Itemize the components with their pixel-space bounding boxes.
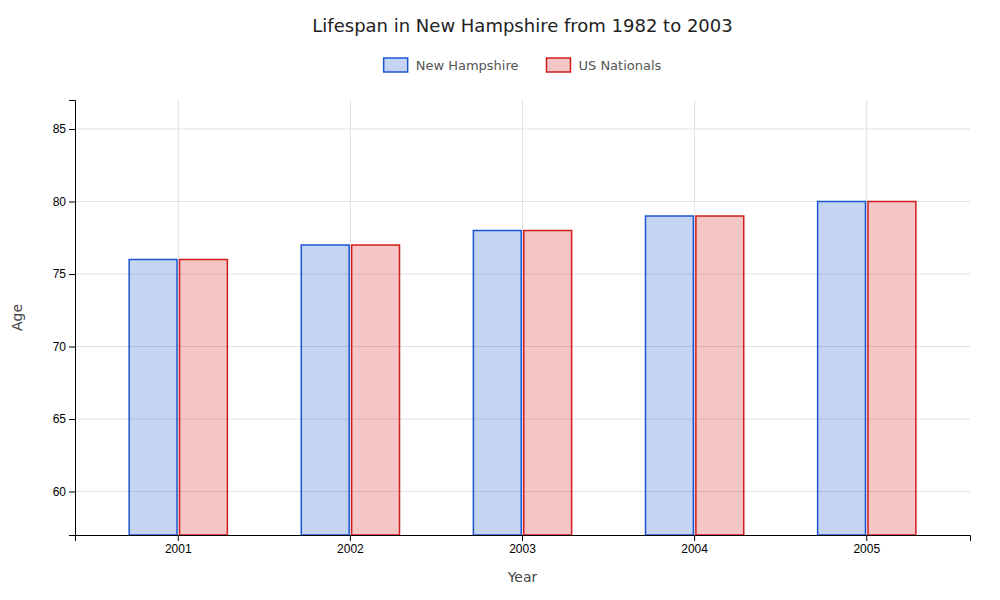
bar [818, 202, 866, 536]
legend-item: US Nationals [546, 58, 661, 73]
chart: 60 65 70 75 80 85 2001 2002 2003 2004 2005 Year Age L… [0, 0, 1000, 600]
legend-swatch [546, 58, 570, 72]
x-axis: 2001 2002 2003 2004 2005 [76, 535, 971, 556]
bar [301, 245, 349, 535]
x-tick: 2004 [681, 535, 708, 556]
bar [352, 245, 400, 535]
y-tick-label: 65 [53, 412, 67, 426]
bar [473, 231, 521, 536]
bar [696, 216, 744, 535]
bar [129, 260, 177, 536]
y-tick-label: 70 [53, 340, 67, 354]
legend-swatch [384, 58, 408, 72]
x-grid-line [694, 100, 695, 535]
x-tick: 2005 [853, 535, 880, 556]
y-tick-label: 85 [53, 122, 67, 136]
x-tick: 2001 [165, 535, 192, 556]
y-tick-label: 60 [53, 485, 67, 499]
y-tick-mark [69, 419, 75, 420]
bar [524, 231, 572, 536]
x-grid-line [866, 100, 867, 535]
y-axis: 60 65 70 75 80 85 [53, 101, 76, 536]
bar [645, 216, 693, 535]
bar [868, 202, 916, 536]
y-tick-mark [69, 492, 75, 493]
y-tick-label: 75 [53, 267, 67, 281]
x-tick: 2002 [337, 535, 364, 556]
y-tick: 75 [53, 267, 75, 281]
x-tick-label: 2004 [681, 542, 708, 556]
legend-label: US Nationals [578, 58, 661, 73]
y-tick: 80 [53, 195, 75, 209]
bar-series [180, 202, 916, 536]
y-tick-mark [69, 347, 75, 348]
legend-item: New Hampshire [384, 58, 519, 73]
plot: 60 65 70 75 80 85 2001 2002 2003 2004 2005 [53, 100, 971, 556]
bar-series [129, 202, 865, 536]
x-tick-mark [522, 535, 523, 541]
legend-label: New Hampshire [416, 58, 519, 73]
bars [129, 202, 916, 536]
bar [180, 260, 228, 536]
y-tick-mark [69, 202, 75, 203]
y-tick-label: 80 [53, 195, 67, 209]
x-tick-mark [694, 535, 695, 541]
x-tick: 2003 [509, 535, 536, 556]
x-tick-label: 2005 [853, 542, 880, 556]
y-tick-mark [69, 274, 75, 275]
y-axis-line [69, 101, 76, 536]
x-tick-label: 2002 [337, 542, 364, 556]
y-tick: 85 [53, 122, 75, 136]
x-grid-line [522, 100, 523, 535]
x-axis-title: Year [507, 569, 538, 585]
x-tick-mark [178, 535, 179, 541]
y-tick: 60 [53, 485, 75, 499]
x-tick-mark [866, 535, 867, 541]
x-axis-line [76, 536, 971, 542]
title: Lifespan in New Hampshire from 1982 to 2… [312, 15, 732, 36]
x-tick-label: 2001 [165, 542, 192, 556]
x-grid-line [350, 100, 351, 535]
x-tick-label: 2003 [509, 542, 536, 556]
y-tick-mark [69, 129, 75, 130]
y-axis-title: Age [9, 304, 25, 331]
y-tick: 65 [53, 412, 75, 426]
legend: New Hampshire US Nationals [384, 58, 662, 73]
y-tick: 70 [53, 340, 75, 354]
x-grid-line [178, 100, 179, 535]
x-tick-mark [350, 535, 351, 541]
grid [75, 100, 970, 535]
